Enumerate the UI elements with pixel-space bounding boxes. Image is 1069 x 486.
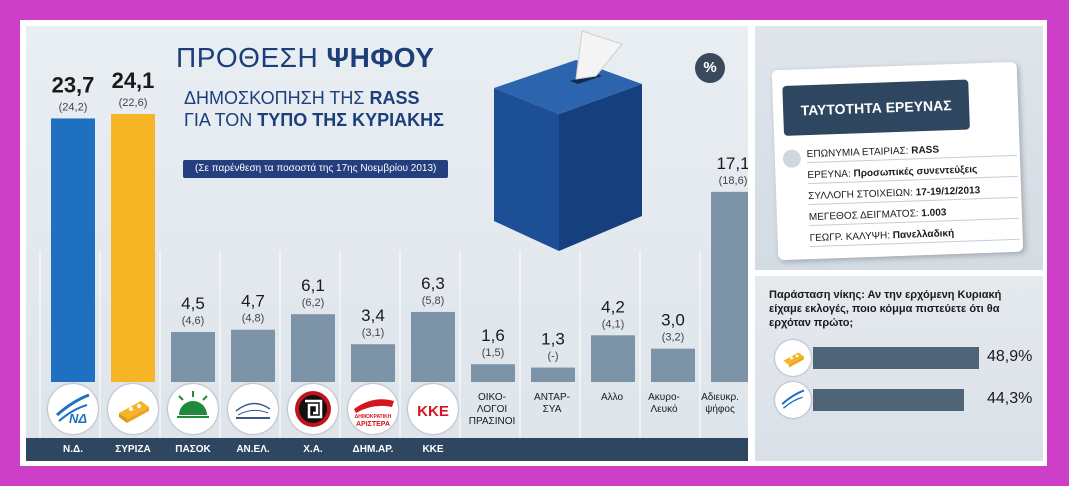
svg-text:ΑΡΙΣΤΕΡΑ: ΑΡΙΣΤΕΡΑ bbox=[356, 421, 390, 428]
bar-previous-label-7: (1,5) bbox=[482, 347, 505, 359]
survey-row-coverage: ΓΕΩΓΡ. ΚΑΛΥΨΗ: Πανελλαδική bbox=[809, 225, 1020, 248]
vote-intention-chart: 23,7 (24,2) 24,1 (22,6) 4,5 (4,6) 4,7 (4,8) 6,1 (… bbox=[39, 68, 748, 438]
bar-value-label-8: 1,3 bbox=[541, 330, 565, 349]
party-label-dimar: ΔΗΜ.ΑΡ. bbox=[352, 444, 394, 455]
survey-row-method: ΕΡΕΥΝΑ: Προσωπικές συνεντεύξεις bbox=[807, 162, 1018, 185]
bar-8 bbox=[531, 367, 575, 382]
subtitle-newspaper: ΓΙΑ ΤΟΝ ΤΥΠΟ ΤΗΣ ΚΥΡΙΑΚΗΣ bbox=[184, 110, 444, 130]
victory-bar-syriza bbox=[813, 347, 979, 369]
bar-value-label-4: 6,1 bbox=[301, 276, 325, 295]
bar-value-label-11: 17,1 bbox=[716, 154, 748, 173]
survey-identity-panel: ΤΑΥΤΟΤΗΤΑ ΕΡΕΥΝΑΣ ΕΠΩΝΥΜΙΑ ΕΤΑΙΡΙΑΣ: RAS… bbox=[755, 26, 1043, 270]
bar-previous-label-10: (3,2) bbox=[662, 332, 685, 344]
bar-previous-label-3: (4,8) bbox=[242, 313, 265, 325]
category-antarsya: ΑΝΤΑΡ- ΣΥΑ bbox=[534, 392, 570, 415]
pasok-logo-icon bbox=[168, 384, 218, 434]
bar-previous-label-4: (6,2) bbox=[302, 297, 325, 309]
bar-value-label-6: 6,3 bbox=[421, 274, 445, 293]
bar-value-label-1: 24,1 bbox=[112, 68, 155, 93]
card-hole-icon bbox=[782, 149, 802, 168]
survey-row-company: ΕΠΩΝΥΜΙΑ ΕΤΑΙΡΙΑΣ: RASS bbox=[806, 141, 1017, 164]
bar-previous-label-5: (3,1) bbox=[362, 327, 385, 339]
subtitle-survey: ΔΗΜΟΣΚΟΠΗΣΗ ΤΗΣ RASS bbox=[184, 88, 420, 108]
bar-1 bbox=[111, 114, 155, 383]
bar-previous-label-0: (24,2) bbox=[59, 101, 88, 113]
golden-dawn-logo-icon bbox=[288, 384, 338, 434]
bar-value-label-5: 3,4 bbox=[361, 306, 385, 325]
bar-6 bbox=[411, 311, 455, 382]
svg-text:ΚΚΕ: ΚΚΕ bbox=[417, 403, 449, 420]
category-akyro-lefko: Ακυρο- Λευκό bbox=[648, 392, 680, 415]
survey-card: ΤΑΥΤΟΤΗΤΑ ΕΡΕΥΝΑΣ ΕΠΩΝΥΜΙΑ ΕΤΑΙΡΙΑΣ: RAS… bbox=[771, 61, 1024, 261]
bar-10 bbox=[651, 348, 695, 382]
vote-intention-panel: 23,7 (24,2) 24,1 (22,6) 4,5 (4,6) 4,7 (4,8) 6,1 (… bbox=[26, 26, 748, 461]
bar-value-label-10: 3,0 bbox=[661, 311, 685, 330]
bar-previous-label-2: (4,6) bbox=[182, 315, 205, 327]
dimar-logo-icon: ΔΗΜΟΚΡΑΤΙΚΗ ΑΡΙΣΤΕΡΑ bbox=[348, 384, 398, 434]
victory-value-nd: 44,3% bbox=[987, 390, 1033, 407]
bar-value-label-3: 4,7 bbox=[241, 292, 265, 311]
syriza-logo-icon bbox=[108, 384, 158, 434]
survey-card-title: ΤΑΥΤΟΤΗΤΑ ΕΡΕΥΝΑΣ bbox=[782, 79, 970, 136]
bar-9 bbox=[591, 335, 635, 382]
party-label-nd: Ν.Δ. bbox=[63, 444, 83, 455]
bar-2 bbox=[171, 331, 215, 382]
bar-value-label-9: 4,2 bbox=[601, 297, 625, 316]
party-label-pasok: ΠΑΣΟΚ bbox=[175, 444, 211, 455]
party-label-anel: ΑΝ.ΕΛ. bbox=[236, 444, 270, 455]
bar-previous-label-8: (-) bbox=[548, 351, 559, 363]
victory-question: Παράσταση νίκης: Αν την ερχόμενη Κυριακή… bbox=[769, 289, 1002, 329]
nd-small-logo-icon bbox=[775, 382, 811, 418]
bar-previous-label-1: (22,6) bbox=[119, 97, 148, 109]
party-label-xa: Χ.Α. bbox=[303, 444, 323, 455]
ballot-box-icon bbox=[494, 30, 642, 251]
bar-4 bbox=[291, 314, 335, 382]
anel-logo-icon bbox=[228, 384, 278, 434]
bar-value-label-0: 23,7 bbox=[52, 72, 95, 97]
bar-11 bbox=[711, 191, 748, 382]
percent-badge: % bbox=[695, 53, 725, 83]
bar-5 bbox=[351, 344, 395, 382]
page-title: ΠΡΟΘΕΣΗ ΨΗΦΟΥ bbox=[176, 42, 435, 73]
victory-expectation-panel: Παράσταση νίκης: Αν την ερχόμενη Κυριακή… bbox=[755, 276, 1043, 461]
category-allo: Αλλο bbox=[600, 392, 624, 403]
bar-0 bbox=[51, 118, 95, 383]
survey-row-dates: ΣΥΛΛΟΓΗ ΣΤΟΙΧΕΙΩΝ: 17-19/12/2013 bbox=[807, 183, 1019, 206]
category-adieykrinisti: Αδιευκρ. ψήφος bbox=[701, 392, 739, 415]
syriza-small-logo-icon bbox=[775, 340, 811, 376]
svg-text:ΝΔ: ΝΔ bbox=[69, 411, 87, 426]
bar-previous-label-11: (18,6) bbox=[719, 175, 748, 187]
bar-previous-label-6: (5,8) bbox=[422, 295, 445, 307]
party-label-syriza: ΣΥΡΙΖΑ bbox=[115, 444, 151, 455]
party-abbrev-strip bbox=[26, 438, 748, 461]
svg-text:ΔΗΜΟΚΡΑΤΙΚΗ: ΔΗΜΟΚΡΑΤΙΚΗ bbox=[355, 414, 392, 420]
bar-3 bbox=[231, 329, 275, 382]
bar-value-label-2: 4,5 bbox=[181, 294, 205, 313]
party-label-kke: ΚΚΕ bbox=[422, 444, 444, 455]
kke-logo-icon: ΚΚΕ bbox=[408, 384, 458, 434]
nd-logo-icon: ΝΔ bbox=[48, 384, 98, 434]
bar-previous-label-9: (4,1) bbox=[602, 318, 625, 330]
bar-value-label-7: 1,6 bbox=[481, 326, 505, 345]
category-oikologoi: ΟΙΚΟ- ΛΟΓΟΙ ΠΡΑΣΙΝΟΙ bbox=[468, 392, 516, 427]
victory-value-syriza: 48,9% bbox=[987, 348, 1033, 365]
victory-bar-nd bbox=[813, 389, 964, 411]
bar-7 bbox=[471, 364, 515, 382]
survey-row-sample: ΜΕΓΕΘΟΣ ΔΕΙΓΜΑΤΟΣ: 1.003 bbox=[808, 204, 1020, 227]
previous-results-note: (Σε παρένθεση τα ποσοστά της 17ης Νοεμβρ… bbox=[183, 160, 449, 178]
